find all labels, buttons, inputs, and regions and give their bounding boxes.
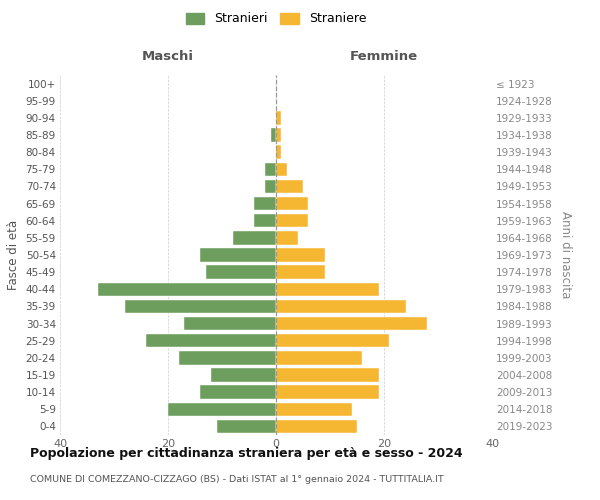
Bar bbox=[276, 197, 308, 210]
Text: Femmine: Femmine bbox=[350, 50, 418, 62]
Text: Popolazione per cittadinanza straniera per età e sesso - 2024: Popolazione per cittadinanza straniera p… bbox=[30, 448, 463, 460]
Bar bbox=[276, 231, 298, 244]
Bar bbox=[184, 317, 276, 330]
Legend: Stranieri, Straniere: Stranieri, Straniere bbox=[182, 8, 370, 29]
Bar bbox=[179, 351, 276, 364]
Bar bbox=[254, 197, 276, 210]
Bar bbox=[217, 420, 276, 433]
Bar bbox=[146, 334, 276, 347]
Bar bbox=[276, 351, 362, 364]
Bar bbox=[276, 214, 308, 228]
Bar bbox=[233, 231, 276, 244]
Y-axis label: Fasce di età: Fasce di età bbox=[7, 220, 20, 290]
Bar bbox=[200, 248, 276, 262]
Bar bbox=[211, 368, 276, 382]
Bar bbox=[276, 368, 379, 382]
Bar bbox=[265, 180, 276, 193]
Bar bbox=[265, 162, 276, 176]
Bar bbox=[276, 282, 379, 296]
Text: COMUNE DI COMEZZANO-CIZZAGO (BS) - Dati ISTAT al 1° gennaio 2024 - TUTTITALIA.IT: COMUNE DI COMEZZANO-CIZZAGO (BS) - Dati … bbox=[30, 476, 444, 484]
Bar bbox=[125, 300, 276, 313]
Bar bbox=[206, 266, 276, 279]
Bar bbox=[276, 300, 406, 313]
Text: Maschi: Maschi bbox=[142, 50, 194, 62]
Bar bbox=[168, 402, 276, 416]
Bar bbox=[276, 128, 281, 141]
Bar bbox=[276, 334, 389, 347]
Bar bbox=[200, 386, 276, 399]
Bar bbox=[276, 111, 281, 124]
Bar bbox=[98, 282, 276, 296]
Bar bbox=[276, 248, 325, 262]
Bar bbox=[271, 128, 276, 141]
Bar bbox=[276, 402, 352, 416]
Bar bbox=[276, 386, 379, 399]
Y-axis label: Anni di nascita: Anni di nascita bbox=[559, 212, 572, 298]
Bar bbox=[276, 162, 287, 176]
Bar bbox=[276, 266, 325, 279]
Bar bbox=[276, 317, 427, 330]
Bar bbox=[276, 180, 303, 193]
Bar bbox=[254, 214, 276, 228]
Bar bbox=[276, 146, 281, 159]
Bar bbox=[276, 420, 357, 433]
